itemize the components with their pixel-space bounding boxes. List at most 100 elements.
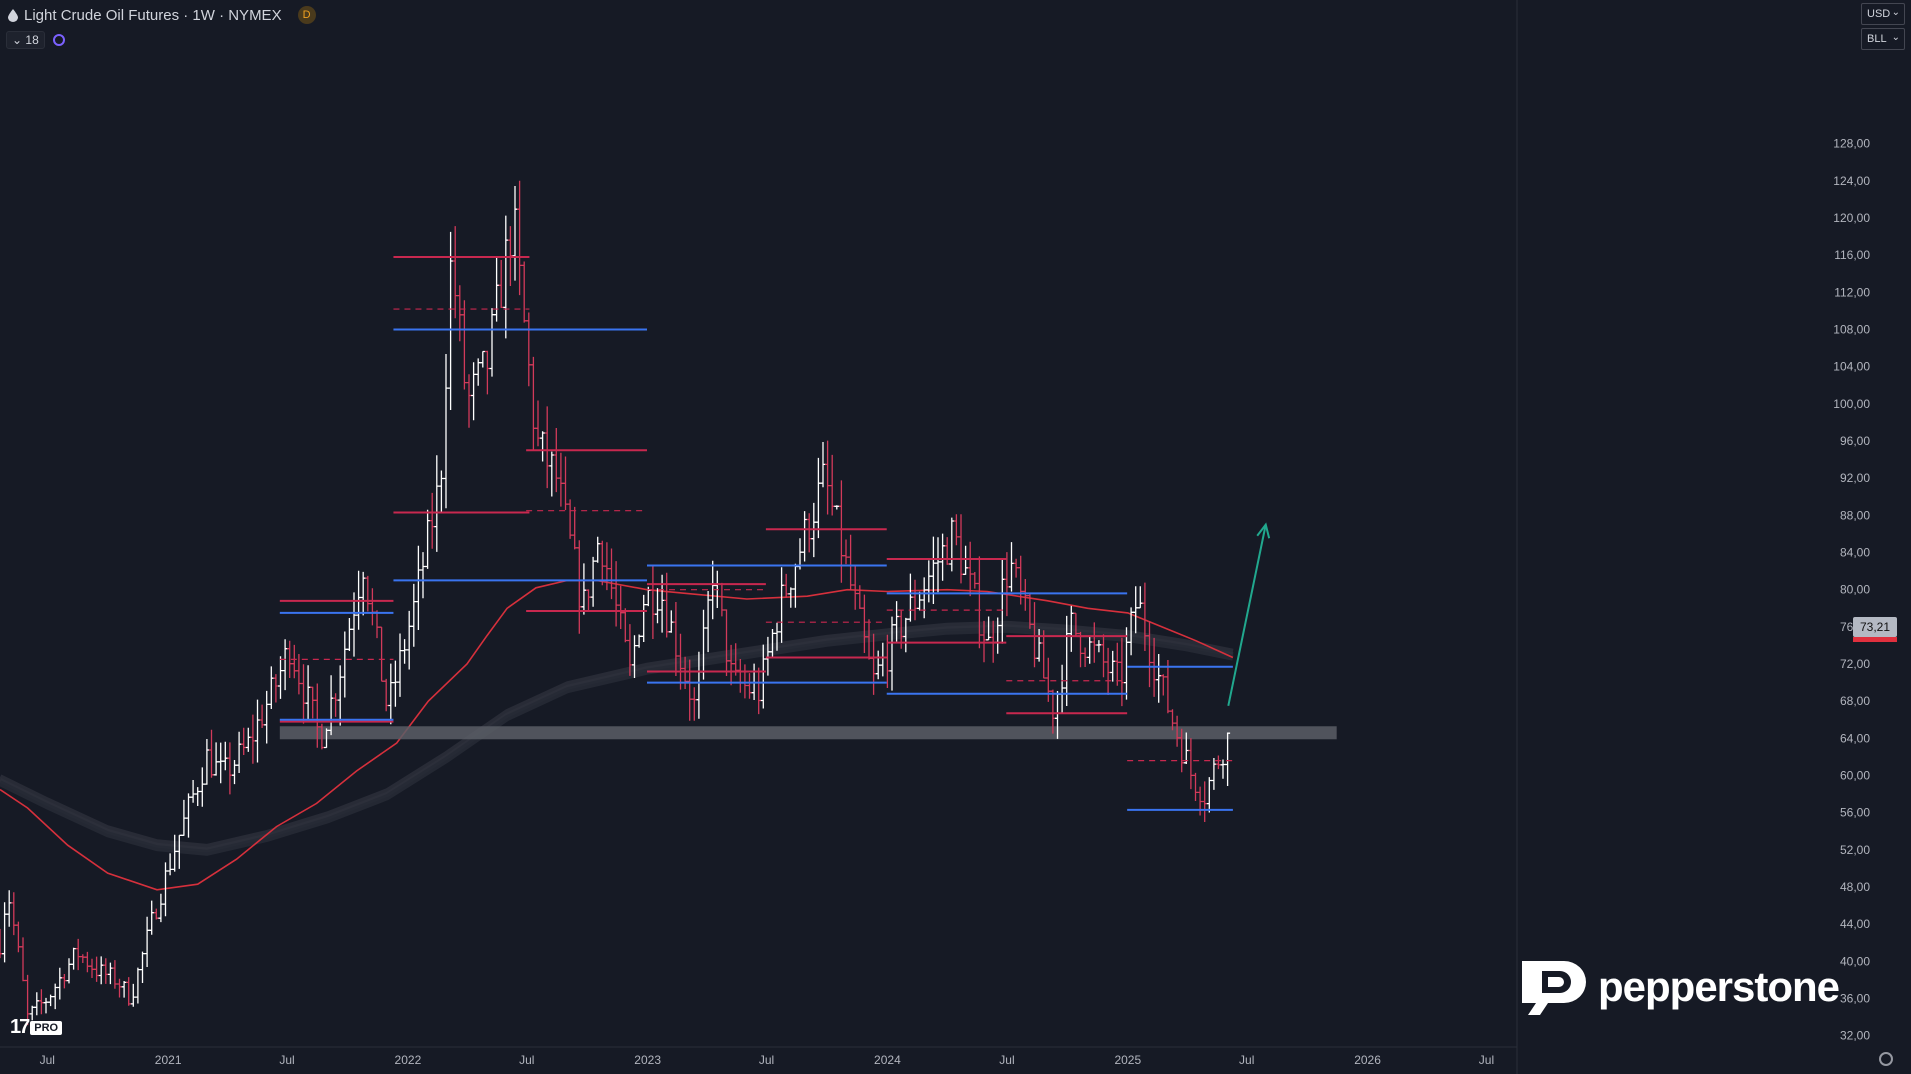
ohlc-bar: [843, 539, 849, 565]
ohlc-bar: [411, 583, 417, 647]
ohlc-bar: [553, 428, 559, 493]
current-price-label: 73,21: [1853, 617, 1897, 637]
ohlc-bar: [333, 693, 339, 717]
y-tick-label: 104,00: [1833, 360, 1870, 374]
ohlc-bar: [788, 587, 794, 608]
ohlc-bar: [425, 509, 431, 569]
moving-average-band: [0, 620, 1234, 850]
ohlc-bar: [861, 594, 867, 653]
x-tick-label: Jul: [1479, 1053, 1494, 1067]
ohlc-bar: [291, 644, 297, 679]
ohlc-bar: [6, 890, 12, 927]
ohlc-bar: [43, 997, 49, 1014]
ohlc-bar: [535, 400, 541, 447]
ohlc-bar: [567, 499, 573, 539]
ohlc-bar: [209, 729, 214, 778]
ohlc-bar: [1147, 621, 1152, 688]
x-tick-label: 2023: [634, 1053, 661, 1067]
ohlc-bar: [1082, 647, 1088, 667]
ohlc-bar: [227, 742, 233, 795]
ohlc-bar: [834, 505, 840, 510]
ohlc-bar: [1013, 558, 1019, 578]
ohlc-bar: [627, 624, 633, 676]
y-tick-label: 64,00: [1840, 731, 1870, 745]
ohlc-bar: [484, 350, 490, 395]
ohlc-bar: [1114, 642, 1120, 686]
ohlc-bar: [195, 787, 201, 806]
ohlc-bar: [466, 374, 472, 428]
y-tick-label: 56,00: [1840, 806, 1870, 820]
ohlc-bar: [1064, 615, 1070, 706]
ohlc-bar: [140, 951, 145, 983]
ohlc-bar: [314, 683, 320, 748]
ohlc-bar: [1137, 586, 1143, 609]
ohlc-bar: [236, 731, 242, 773]
ohlc-bar: [29, 1005, 35, 1021]
ohlc-bar: [475, 358, 481, 386]
ohlc-bar: [61, 974, 67, 989]
ohlc-bar: [1174, 715, 1180, 747]
ohlc-bar: [1096, 640, 1102, 653]
oil-drop-icon: [8, 8, 18, 22]
tv-logo-text: 17: [10, 1016, 30, 1038]
x-tick-label: Jul: [1239, 1053, 1254, 1067]
ohlc-bar: [98, 956, 104, 985]
ohlc-bar: [1073, 612, 1079, 637]
ohlc-bar: [34, 992, 40, 1016]
ohlc-bar: [912, 579, 918, 621]
settings-gear-icon[interactable]: [1879, 1052, 1893, 1066]
ohlc-bar: [963, 545, 969, 575]
ohlc-bar: [126, 977, 132, 1006]
ohlc-bar: [604, 542, 610, 591]
pepperstone-wordmark: pepperstone: [1598, 963, 1840, 1010]
ohlc-bar: [976, 556, 982, 649]
ohlc-bar: [1124, 627, 1129, 700]
y-tick-label: 100,00: [1833, 397, 1870, 411]
ohlc-bar: [301, 664, 306, 724]
ohlc-bar: [852, 565, 858, 610]
unit-select[interactable]: BLL ⌄: [1861, 28, 1905, 50]
ohlc-bar: [848, 534, 854, 591]
indicators-toggle-button[interactable]: ⌄ 18: [6, 31, 45, 49]
ohlc-bar: [1160, 674, 1166, 696]
ohlc-bar: [471, 362, 477, 421]
ohlc-bar: [287, 640, 293, 678]
y-tick-label: 80,00: [1840, 583, 1870, 597]
ohlc-bar: [457, 285, 463, 342]
ohlc-bar: [590, 556, 596, 607]
ohlc-bar: [747, 673, 752, 699]
indicator-settings-icon[interactable]: [52, 34, 65, 46]
ohlc-bar: [222, 741, 228, 771]
ohlc-bar: [337, 665, 343, 726]
ohlc-bar: [760, 644, 766, 709]
ohlc-bar: [20, 937, 26, 982]
ohlc-bar: [576, 540, 582, 634]
ohlc-bar: [241, 727, 247, 755]
ohlc-bar: [245, 727, 251, 752]
ohlc-bar: [521, 261, 527, 323]
chart-header[interactable]: Light Crude Oil Futures · 1W · NYMEX D: [8, 6, 316, 24]
y-tick-label: 120,00: [1833, 211, 1870, 225]
ohlc-bar: [406, 610, 412, 670]
currency-select[interactable]: USD ⌄: [1861, 3, 1905, 25]
ohlc-bar: [112, 960, 118, 989]
ohlc-bar: [958, 514, 964, 584]
ohlc-bar: [434, 455, 440, 552]
ohlc-bar: [1179, 728, 1185, 773]
ohlc-bar: [135, 967, 141, 1004]
symbol-title[interactable]: Light Crude Oil Futures · 1W · NYMEX: [24, 6, 282, 24]
tradingview-logo[interactable]: 17 PRO: [10, 1016, 63, 1039]
x-tick-label: Jul: [40, 1053, 55, 1067]
ohlc-bar: [15, 921, 21, 953]
ohlc-bar: [397, 633, 403, 697]
ohlc-bar: [563, 456, 568, 510]
ohlc-bar: [190, 780, 196, 803]
ohlc-bar: [678, 633, 683, 690]
price-change-marker: [1853, 637, 1897, 642]
ohlc-bar: [117, 978, 122, 998]
ohlc-bar: [1206, 777, 1212, 813]
ohlc-bar: [673, 602, 679, 676]
ohlc-bar: [452, 226, 458, 319]
ohlc-bar: [144, 916, 150, 967]
